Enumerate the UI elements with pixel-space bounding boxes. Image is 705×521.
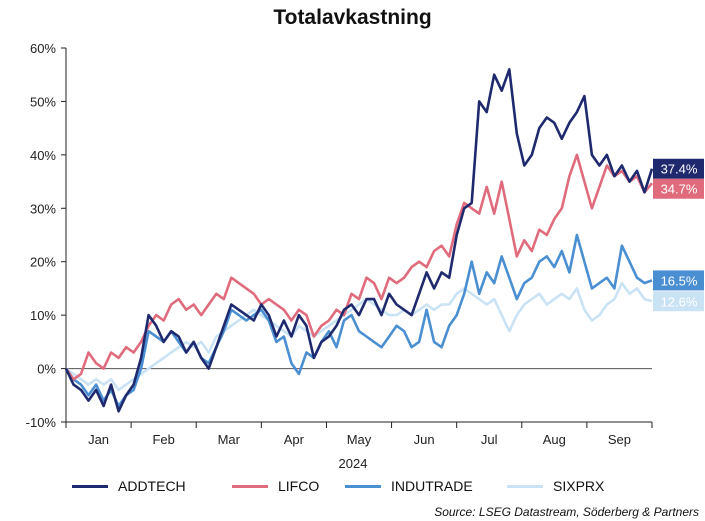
legend-item-addtech: ADDTECH [72, 478, 186, 494]
legend-item-lifco: LIFCO [232, 478, 319, 494]
end-labels: 37.4% 34.7% 16.5% 12.6% [653, 158, 704, 312]
x-tick-label: Jul [481, 432, 498, 447]
axes: 60% 50% 40% 30% 20% 10% 0% -10% Jan Feb Mar Apr May J… [26, 41, 653, 471]
y-tick-label: 20% [30, 255, 56, 270]
legend-swatch [72, 484, 108, 488]
legend-swatch [345, 484, 381, 488]
end-label-box-sixprx [653, 291, 704, 312]
series-layer [64, 68, 654, 413]
end-label-sixprx: 12.6% [661, 294, 698, 309]
end-label-box-indutrade [653, 270, 704, 291]
x-tick-label: Sep [608, 432, 631, 447]
legend-swatch [232, 484, 268, 488]
legend-item-sixprx: SIXPRX [507, 478, 604, 494]
y-tick-label: 10% [30, 308, 56, 323]
legend-item-indutrade: INDUTRADE [345, 478, 473, 494]
y-tick-label: 30% [30, 201, 56, 216]
end-label-box-addtech [653, 158, 704, 179]
chart-title: Totalavkastning [273, 6, 432, 29]
y-tick-label: 40% [30, 148, 56, 163]
legend-swatch [507, 484, 543, 488]
end-label-box-lifco [653, 178, 704, 199]
source-note: Source: LSEG Datastream, Söderberg & Par… [434, 505, 699, 519]
series-line-addtech [64, 68, 654, 413]
series-line-lifco [64, 153, 654, 381]
end-label-lifco: 34.7% [661, 182, 698, 197]
legend-label: INDUTRADE [391, 478, 473, 494]
end-label-indutrade: 16.5% [661, 273, 698, 288]
x-tick-label: Jun [414, 432, 435, 447]
y-tick-label: -10% [26, 415, 57, 430]
legend: ADDTECH LIFCO INDUTRADE SIXPRX [0, 478, 705, 500]
y-tick-label: 60% [30, 41, 56, 56]
x-tick-label: Apr [284, 432, 305, 447]
end-label-addtech: 37.4% [661, 162, 698, 177]
y-tick-label: 50% [30, 94, 56, 109]
legend-label: SIXPRX [553, 478, 605, 494]
legend-label: LIFCO [278, 478, 320, 494]
y-tick-label: 0% [37, 362, 56, 377]
legend-label: ADDTECH [118, 478, 186, 494]
x-tick-label: May [347, 432, 372, 447]
x-tick-label: Feb [152, 432, 174, 447]
x-axis-label: 2024 [339, 456, 368, 471]
series-line-sixprx [65, 281, 653, 392]
x-tick-label: Aug [543, 432, 566, 447]
x-tick-label: Mar [218, 432, 241, 447]
x-tick-label: Jan [88, 432, 109, 447]
